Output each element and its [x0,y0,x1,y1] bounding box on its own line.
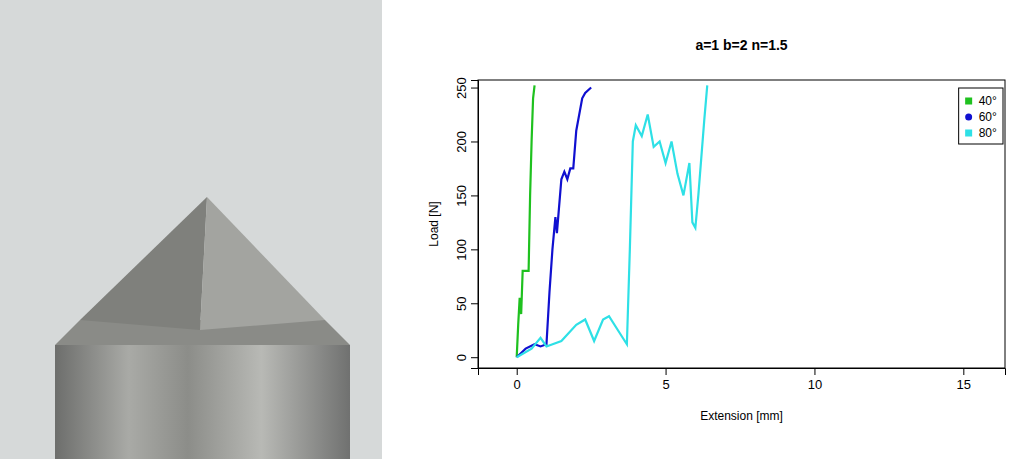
photo-background [0,0,382,459]
y-tick-mark [471,357,478,358]
legend-marker [965,114,972,121]
x-tick-mark [666,368,667,375]
y-tick: 100 [454,239,478,261]
legend-marker [965,130,972,137]
x-tick-mark [517,368,518,375]
series-line [517,85,535,357]
y-tick-label: 150 [454,185,469,207]
x-tick-mark [814,368,815,375]
x-tick: 15 [957,368,971,392]
y-tick: 0 [454,354,478,361]
legend: 40° 60° 80° [959,88,1003,144]
x-tick-label: 10 [808,377,822,392]
y-tick: 150 [454,185,478,207]
y-tick-label: 0 [454,354,469,361]
y-tick-label: 200 [454,131,469,153]
x-tick-mark [963,368,964,375]
y-tick-label: 250 [454,77,469,99]
photo-cone-left [80,197,207,330]
y-tick-mark [471,303,478,304]
legend-label: 40° [979,94,997,108]
y-axis: 0 50 100 150 200 250 [454,77,479,368]
legend-box [959,88,1003,144]
chart-title: a=1 b=2 n=1.5 [695,37,787,53]
legend-marker [965,98,972,105]
x-axis-title: Extension [mm] [700,409,783,423]
series-line [517,85,708,357]
y-tick: 200 [454,131,478,153]
photo-cone-right [200,197,325,330]
plot-frame [478,80,1005,368]
x-axis: 0 5 10 15 [479,368,1006,392]
photo-cylinder [55,345,350,459]
x-tick-label: 5 [662,377,669,392]
y-axis-title: Load [N] [427,201,441,246]
y-tick: 250 [454,77,478,99]
x-tick-label: 0 [514,377,521,392]
series-line [517,88,591,358]
x-tick-label: 15 [957,377,971,392]
canvas: 051015050100150200250a=1 b=2 n=1.5Extens… [0,0,1022,459]
y-tick-label: 100 [454,239,469,261]
x-tick: 0 [514,368,521,392]
y-tick: 50 [454,297,478,311]
legend-label: 60° [979,110,997,124]
y-axis-line [471,81,479,369]
y-tick-mark [471,249,478,250]
series-group [517,85,708,357]
legend-label: 80° [979,126,997,140]
y-tick-label: 50 [454,297,469,311]
y-tick-mark [471,141,478,142]
x-tick: 5 [662,368,669,392]
photo [0,0,382,459]
x-tick: 10 [808,368,822,392]
y-tick-mark [471,88,478,89]
y-tick-mark [471,195,478,196]
x-axis-line [479,369,1006,376]
chart: 051015050100150200250a=1 b=2 n=1.5Extens… [427,37,1006,423]
